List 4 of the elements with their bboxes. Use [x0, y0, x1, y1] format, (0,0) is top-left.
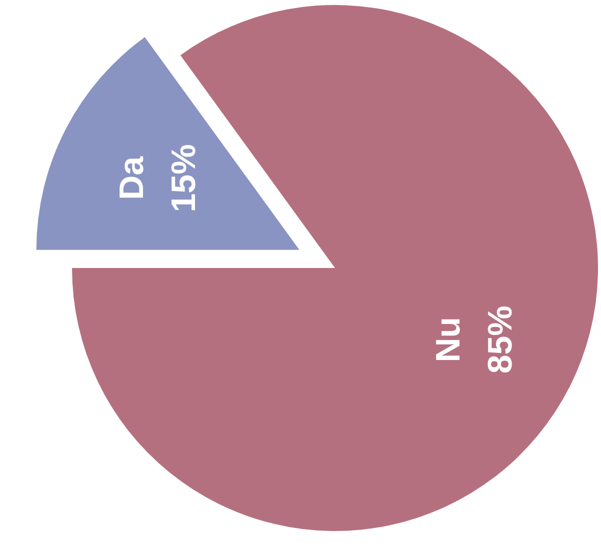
slice-label: Da	[112, 155, 151, 200]
data-label: 85%	[482, 306, 520, 374]
slice-label: Nu	[430, 316, 468, 362]
data-label: 15%	[164, 144, 203, 212]
